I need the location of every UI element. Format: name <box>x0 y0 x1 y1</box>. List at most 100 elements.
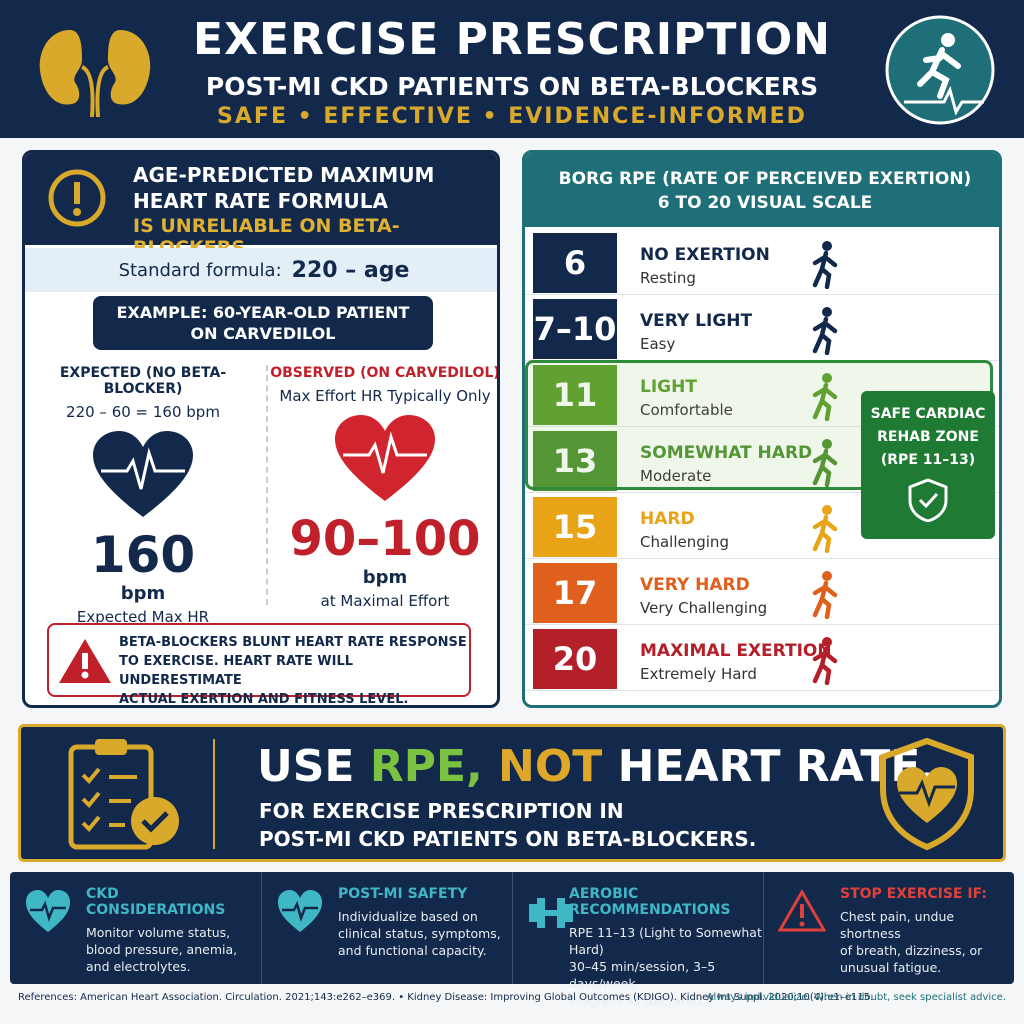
expected-caption: Expected Max HR <box>76 608 210 626</box>
references: References: American Heart Association. … <box>18 992 874 1003</box>
rpe-label: HARD <box>640 509 695 529</box>
kidney-icon <box>39 30 151 117</box>
warning-line: BETA-BLOCKERS BLUNT HEART RATE RESPONSE <box>119 635 467 650</box>
formula-row: Standard formula: 220 – age <box>25 248 497 292</box>
footer-title: POST-MI SAFETY <box>338 886 468 902</box>
person-icon <box>812 307 838 355</box>
footer: CKD CONSIDERATIONS Monitor volume status,… <box>10 872 1014 1008</box>
warning-icon <box>59 639 111 683</box>
rpe-title: BORG RPE (RATE OF PERCEIVED EXERTION) 6 … <box>525 153 999 227</box>
rpe-rating: 20 <box>533 629 617 689</box>
rpe-row: 17 VERY HARD Very Challenging <box>525 561 999 625</box>
left-panel: AGE-PREDICTED MAXIMUM HEART RATE FORMULA… <box>22 150 500 708</box>
observed-value: 90–100 <box>289 511 481 567</box>
zone-line: (RPE 11–13) <box>880 452 976 468</box>
runner-icon <box>885 15 995 125</box>
heading-line: HEART RATE FORMULA <box>133 189 389 213</box>
rpe-rating: 7–10 <box>533 299 617 359</box>
zone-line: REHAB ZONE <box>877 429 979 445</box>
rpe-label: NO EXERTION <box>640 245 770 265</box>
footer-icon <box>26 890 70 932</box>
warning-line: ACTUAL EXERTION AND FITNESS LEVEL. <box>119 692 409 707</box>
footer-text: POST-MI SAFETY Individualize based on clin… <box>338 886 510 959</box>
rpe-label: MAXIMAL EXERTION <box>640 641 832 661</box>
rpe-label: SOMEWHAT HARD <box>640 443 813 463</box>
footer-card: STOP EXERCISE IF: Chest pain, undue short… <box>763 872 1014 984</box>
rpe-label: VERY HARD <box>640 575 750 595</box>
clipboard-icon <box>68 739 179 850</box>
footer-icon <box>278 890 322 932</box>
warning-line: TO EXERCISE. HEART RATE WILL UNDERESTIMA… <box>119 654 354 688</box>
rpe-row: 15 HARD Challenging <box>525 495 999 559</box>
banner-headline: USE RPE, NOT HEART RATE, <box>257 741 937 792</box>
rpe-label: VERY LIGHT <box>640 311 753 331</box>
formula-label: Standard formula: <box>118 259 282 281</box>
person-icon <box>812 571 838 619</box>
footer-line: Monitor volume status, <box>86 925 231 940</box>
banner: USE RPE, NOT HEART RATE, FOR EXERCISE PR… <box>18 724 1006 862</box>
footer-card: CKD CONSIDERATIONS Monitor volume status,… <box>10 872 261 984</box>
rpe-label: LIGHT <box>640 377 697 397</box>
rpe-row: 13 SOMEWHAT HARD Moderate <box>525 429 999 493</box>
rpe-rating: 15 <box>533 497 617 557</box>
expected-note: 220 – 60 = 160 bpm <box>66 403 220 421</box>
heart-icon <box>335 415 435 501</box>
person-icon <box>812 439 838 487</box>
footer-text: STOP EXERCISE IF: Chest pain, undue short… <box>840 886 1012 976</box>
footer-line: Chest pain, undue shortness <box>840 909 955 941</box>
banner-line: FOR EXERCISE PRESCRIPTION IN <box>259 799 624 823</box>
references-note: Always individualize. When in doubt, see… <box>706 992 1006 1003</box>
footer-card: POST-MI SAFETY Individualize based on clin… <box>261 872 512 984</box>
person-icon <box>812 373 838 421</box>
tagline: SAFE • EFFECTIVE • EVIDENCE-INFORMED <box>217 104 807 129</box>
rpe-rating: 17 <box>533 563 617 623</box>
footer-line: blood pressure, anemia, <box>86 942 238 957</box>
observed-col: OBSERVED (ON CARVEDILOL) Max Effort HR T… <box>269 365 500 610</box>
footer-title: AEROBIC RECOMMENDATIONS <box>569 886 731 918</box>
right-panel: BORG RPE (RATE OF PERCEIVED EXERTION) 6 … <box>522 150 1002 708</box>
footer-line: clinical status, symptoms, <box>338 926 501 941</box>
person-icon <box>812 637 838 685</box>
heart-icon <box>93 431 193 517</box>
rpe-row: 7–10 VERY LIGHT Easy <box>525 297 999 361</box>
banner-word: NOT <box>498 741 603 792</box>
expected-heading: EXPECTED (NO BETA-BLOCKER) <box>59 365 227 397</box>
rpe-description: Challenging <box>640 533 729 551</box>
zone-box: SAFE CARDIAC REHAB ZONE (RPE 11–13) <box>861 391 995 539</box>
banner-word: RPE, <box>369 741 483 792</box>
footer-text: CKD CONSIDERATIONS Monitor volume status,… <box>86 886 258 975</box>
rpe-rating: 6 <box>533 233 617 293</box>
header: EXERCISE PRESCRIPTION POST-MI CKD PATIEN… <box>0 0 1024 138</box>
shield-icon <box>908 478 948 523</box>
footer-title: CKD CONSIDERATIONS <box>86 886 226 918</box>
person-icon <box>812 505 838 553</box>
subtitle: POST-MI CKD PATIENTS ON BETA-BLOCKERS <box>205 72 819 101</box>
expected-value: 160 <box>90 526 196 584</box>
example-line: EXAMPLE: 60-YEAR-OLD PATIENT <box>116 303 410 322</box>
divider <box>266 365 268 605</box>
banner-divider <box>213 739 215 849</box>
observed-heading: OBSERVED (ON CARVEDILOL) <box>270 365 500 381</box>
rpe-rows: 6 NO EXERTION Resting 7–10 VERY LIGHT Easy 11 L… <box>525 231 999 701</box>
rpe-row: 11 LIGHT Comfortable <box>525 363 999 427</box>
rpe-row: 20 MAXIMAL EXERTION Extremely Hard <box>525 627 999 691</box>
example-box: EXAMPLE: 60-YEAR-OLD PATIENT ON CARVEDIL… <box>93 296 433 350</box>
example-line: ON CARVEDILOL <box>190 324 336 343</box>
banner-word: USE <box>257 741 355 792</box>
rpe-description: Comfortable <box>640 401 733 419</box>
footer-icon <box>529 898 573 928</box>
footer-line: 30–45 min/session, 3–5 days/week <box>569 959 716 991</box>
rpe-row: 6 NO EXERTION Resting <box>525 231 999 295</box>
rpe-description: Easy <box>640 335 676 353</box>
footer-line: and electrolytes. <box>86 959 191 974</box>
footer-line: Progress as tolerated. <box>569 993 706 1008</box>
rpe-description: Moderate <box>640 467 712 485</box>
footer-line: unusual fatigue. <box>840 960 942 975</box>
heading-line: AGE-PREDICTED MAXIMUM <box>133 163 435 187</box>
rpe-description: Resting <box>640 269 696 287</box>
warning-box: BETA-BLOCKERS BLUNT HEART RATE RESPONSE … <box>47 623 471 705</box>
footer-line: Individualize based on <box>338 909 478 924</box>
banner-line: POST-MI CKD PATIENTS ON BETA-BLOCKERS. <box>259 827 757 851</box>
shield-heart-icon <box>880 737 974 851</box>
